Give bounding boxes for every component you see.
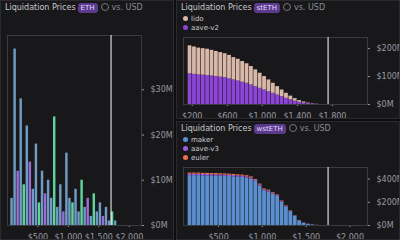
html-text:Liquidation Prices: Liquidation Prices [181, 124, 252, 133]
svg-text:$0M: $0M [151, 221, 168, 230]
svg-text:$1,000: $1,000 [248, 233, 276, 239]
html-text:Liquidation Prices: Liquidation Prices [181, 3, 252, 12]
html-text:vs. USD: vs. USD [299, 124, 331, 133]
svg-text:$1,000: $1,000 [248, 112, 276, 118]
svg-text:$0M: $0M [377, 100, 394, 109]
html-text:vs. USD: vs. USD [111, 3, 143, 12]
svg-text:$200M: $200M [377, 44, 400, 53]
svg-text:$0M: $0M [377, 221, 394, 230]
svg-text:$600: $600 [217, 112, 237, 118]
html-text:wstETH: wstETH [256, 125, 283, 133]
svg-text:$1,800: $1,800 [318, 112, 346, 118]
svg-text:$400M: $400M [377, 175, 400, 184]
svg-text:$100M: $100M [377, 72, 400, 81]
svg-text:$1,500: $1,500 [85, 233, 113, 239]
html-text:Liquidation Prices: Liquidation Prices [5, 3, 76, 12]
svg-text:$500: $500 [208, 233, 228, 239]
svg-text:$1,500: $1,500 [292, 233, 320, 239]
html-text:aave-v3: aave-v3 [191, 145, 219, 153]
svg-text:$1,000: $1,000 [54, 233, 82, 239]
html-text:lido: lido [191, 15, 204, 23]
html-text:stETH: stETH [256, 4, 277, 12]
svg-text:$1,400: $1,400 [283, 112, 311, 118]
html-text:vs. USD: vs. USD [294, 3, 325, 12]
html-text:aave-v2: aave-v2 [191, 24, 219, 32]
svg-text:$2,000: $2,000 [115, 233, 143, 239]
svg-text:$30M: $30M [151, 85, 173, 94]
html-text:ETH: ETH [80, 4, 95, 12]
svg-text:$2,000: $2,000 [336, 233, 364, 239]
svg-text:$20M: $20M [151, 131, 173, 140]
svg-text:$10M: $10M [151, 176, 173, 185]
svg-text:$200: $200 [182, 112, 202, 118]
html-text:maker: maker [191, 136, 214, 144]
svg-text:$200M: $200M [377, 198, 400, 207]
svg-text:$500: $500 [28, 233, 48, 239]
html-text:euler: euler [191, 154, 209, 162]
